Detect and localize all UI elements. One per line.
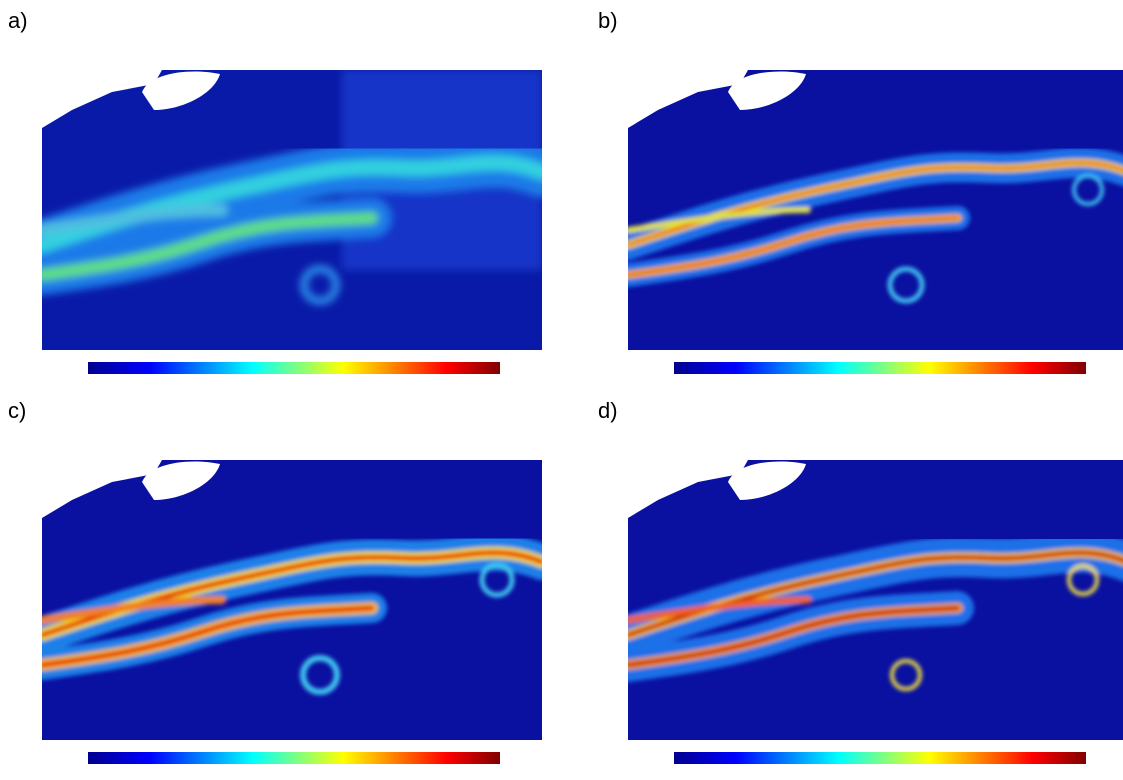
map-panel (42, 460, 542, 740)
map-panel (42, 70, 542, 350)
map-panel (628, 70, 1123, 350)
figure: a) b) c) d) (0, 0, 1123, 780)
map-panel (628, 460, 1123, 740)
colorbar (88, 752, 500, 764)
maps (0, 0, 1123, 780)
colorbar (674, 362, 1086, 374)
colorbar (88, 362, 500, 374)
colorbar (674, 752, 1086, 764)
